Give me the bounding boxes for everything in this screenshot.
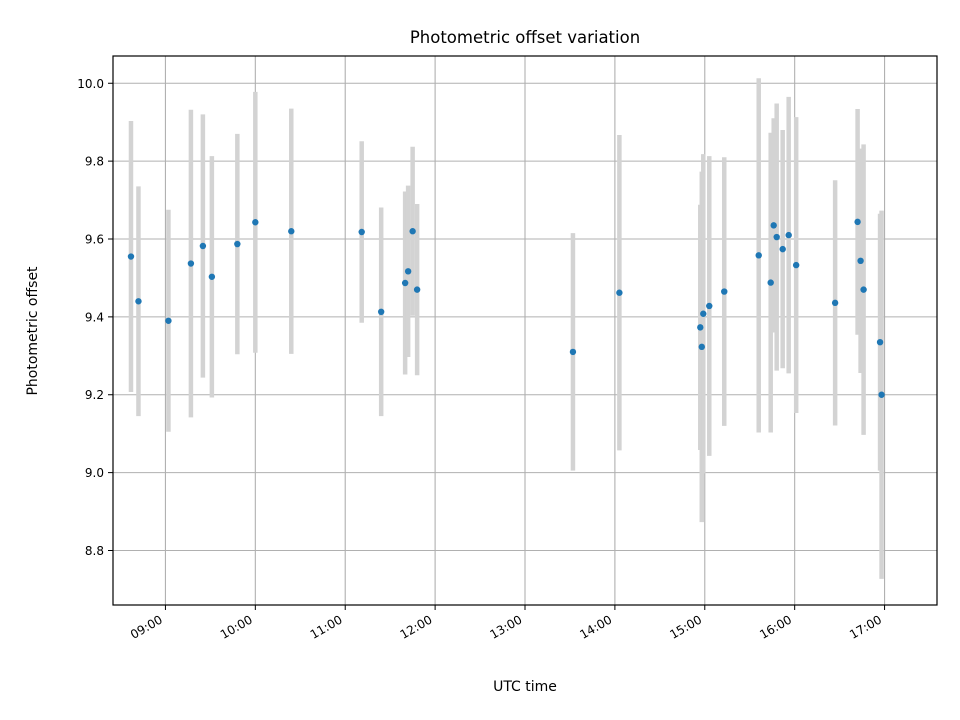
y-axis-title: Photometric offset	[25, 266, 41, 396]
data-point	[857, 257, 864, 265]
data-point	[135, 298, 142, 305]
x-axis-title: UTC time	[493, 679, 557, 695]
data-point	[404, 268, 412, 275]
data-point	[700, 310, 707, 317]
y-tick-label: 8.8	[85, 544, 104, 558]
data-point	[127, 253, 135, 260]
data-point	[770, 222, 777, 229]
data-point	[876, 338, 884, 346]
y-tick-label: 9.0	[85, 466, 104, 480]
data-point	[878, 391, 885, 398]
data-point	[288, 228, 295, 235]
data-points	[127, 218, 885, 398]
data-point	[755, 252, 762, 259]
data-point	[854, 218, 861, 226]
data-point	[767, 279, 774, 286]
y-tick-label: 10.0	[77, 77, 104, 91]
data-point	[706, 302, 713, 310]
data-point	[698, 343, 705, 351]
data-point	[785, 231, 792, 239]
grid	[113, 56, 937, 605]
data-point	[792, 261, 800, 269]
y-tick-label: 9.6	[85, 233, 104, 247]
data-point	[377, 308, 385, 316]
data-point	[831, 299, 839, 307]
data-point	[165, 317, 172, 324]
chart-title: Photometric offset variation	[410, 28, 640, 47]
data-point	[860, 286, 867, 293]
data-point	[234, 240, 241, 248]
data-point	[252, 219, 259, 226]
data-point	[401, 279, 409, 287]
data-point	[773, 233, 780, 241]
data-point	[616, 289, 623, 296]
data-point	[409, 228, 416, 235]
y-tick-label: 9.4	[85, 310, 104, 324]
y-tick-label: 9.2	[85, 388, 104, 402]
data-point	[569, 348, 577, 356]
data-point	[187, 260, 195, 267]
data-point	[208, 273, 216, 280]
data-point	[358, 228, 365, 236]
data-point	[413, 286, 421, 293]
y-tick-label: 9.8	[85, 155, 104, 169]
data-point	[779, 245, 786, 253]
data-point	[721, 288, 728, 295]
y-axis-ticks: 8.8 9.0 9.2 9.4 9.6 9.8 10.0	[77, 77, 113, 558]
data-point	[697, 324, 704, 331]
data-point	[199, 242, 207, 250]
